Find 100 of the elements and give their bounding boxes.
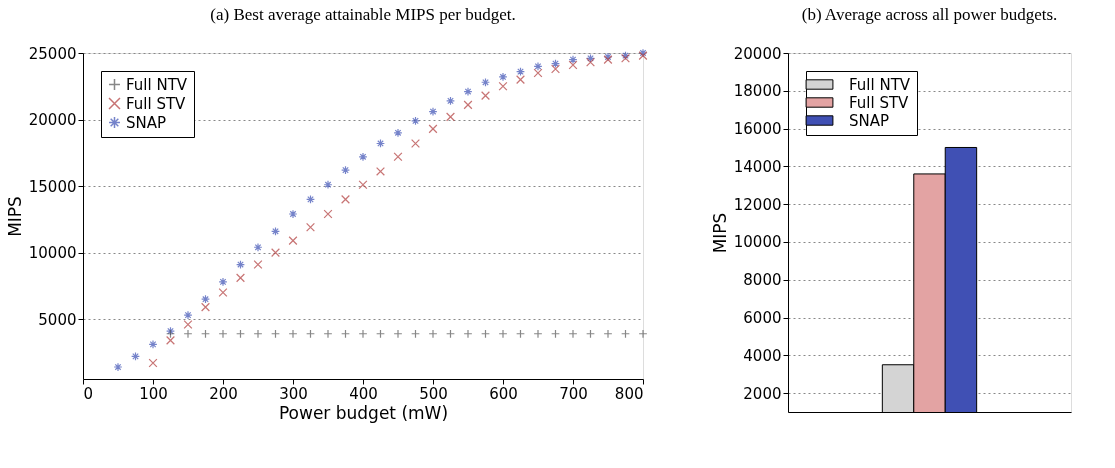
point (393, 128, 403, 138)
point (288, 209, 298, 219)
point (358, 152, 368, 162)
point (638, 329, 648, 339)
x-tick-label: 600 (489, 384, 518, 403)
point (323, 209, 333, 219)
x-tick-label: 100 (139, 384, 168, 403)
point (498, 72, 508, 82)
point (428, 124, 438, 134)
chart-title: (a) Best average attainable MIPS per budget. (210, 5, 516, 24)
point (586, 53, 595, 63)
x-tick-label: 700 (559, 384, 588, 403)
point (463, 100, 473, 110)
point (218, 288, 228, 297)
y-tick-label: 20000 (28, 111, 77, 130)
point (498, 81, 508, 91)
point (183, 310, 193, 320)
point (376, 139, 385, 148)
x-tick-label: 200 (209, 384, 238, 403)
point (516, 67, 525, 77)
point (568, 60, 578, 70)
point (341, 194, 350, 204)
point (236, 260, 245, 270)
point (603, 329, 613, 339)
point (341, 165, 350, 175)
point (533, 329, 543, 339)
point (498, 329, 508, 339)
x-tick-label: 0 (83, 384, 94, 403)
legend-label: Full NTV (126, 75, 188, 94)
y-tick-label: 18000 (733, 82, 782, 101)
legend-label: SNAP (126, 113, 167, 132)
y-tick-label: 2000 (743, 384, 782, 403)
y-axis-title: MIPS (709, 212, 730, 254)
x-tick-label: 800 (614, 384, 644, 403)
point (568, 329, 578, 339)
point (288, 236, 298, 246)
y-tick-label: 14000 (733, 157, 782, 176)
point (411, 116, 420, 126)
point (516, 75, 525, 85)
point (218, 329, 228, 339)
point (323, 180, 333, 190)
legend-label: Full NTV (849, 75, 911, 94)
point (201, 302, 210, 312)
point (446, 96, 455, 106)
chart-title: (b) Average across all power budgets. (801, 5, 1058, 24)
x-axis-title: Power budget (mW) (278, 402, 449, 423)
y-tick-label: 20000 (733, 44, 782, 63)
point (271, 226, 280, 236)
y-tick-label: 25000 (28, 44, 77, 63)
y-tick-label: 12000 (733, 195, 782, 214)
x-tick-label: 300 (279, 384, 308, 403)
legend-label: Full STV (126, 94, 187, 113)
point (358, 329, 368, 339)
point (253, 329, 263, 339)
point (201, 294, 210, 304)
point (533, 68, 543, 78)
point (393, 329, 403, 339)
y-tick-label: 15000 (28, 177, 77, 196)
x-tick-label: 500 (419, 384, 448, 403)
point (166, 335, 175, 345)
point (428, 329, 438, 339)
point (288, 329, 298, 339)
point (253, 242, 263, 252)
point (271, 248, 280, 258)
point (306, 194, 315, 204)
point (218, 277, 228, 287)
y-tick-label: 5000 (38, 310, 77, 329)
point (393, 152, 403, 162)
y-tick-label: 16000 (733, 120, 782, 139)
point (236, 273, 245, 283)
point (446, 112, 455, 122)
point (428, 107, 438, 117)
point (481, 77, 490, 87)
point (481, 91, 490, 101)
point (586, 57, 595, 67)
y-tick-label: 8000 (743, 271, 782, 290)
point (183, 319, 193, 329)
point (131, 351, 140, 361)
point (306, 222, 315, 232)
point (376, 166, 385, 176)
point (148, 339, 158, 349)
y-tick-label: 6000 (743, 309, 782, 328)
point (463, 87, 473, 97)
point (568, 55, 578, 65)
point (551, 59, 560, 69)
legend-label: Full STV (849, 93, 910, 112)
legend-label: SNAP (849, 111, 890, 130)
y-tick-label: 10000 (28, 244, 77, 263)
point (411, 139, 420, 148)
point (113, 362, 123, 372)
point (358, 180, 368, 190)
y-tick-label: 4000 (743, 346, 782, 365)
point (463, 329, 473, 339)
point (183, 329, 193, 339)
point (148, 358, 158, 368)
x-tick-label: 400 (349, 384, 378, 403)
y-axis-title: MIPS (4, 196, 25, 237)
y-tick-label: 10000 (733, 233, 782, 252)
point (253, 260, 263, 270)
point (533, 61, 543, 71)
